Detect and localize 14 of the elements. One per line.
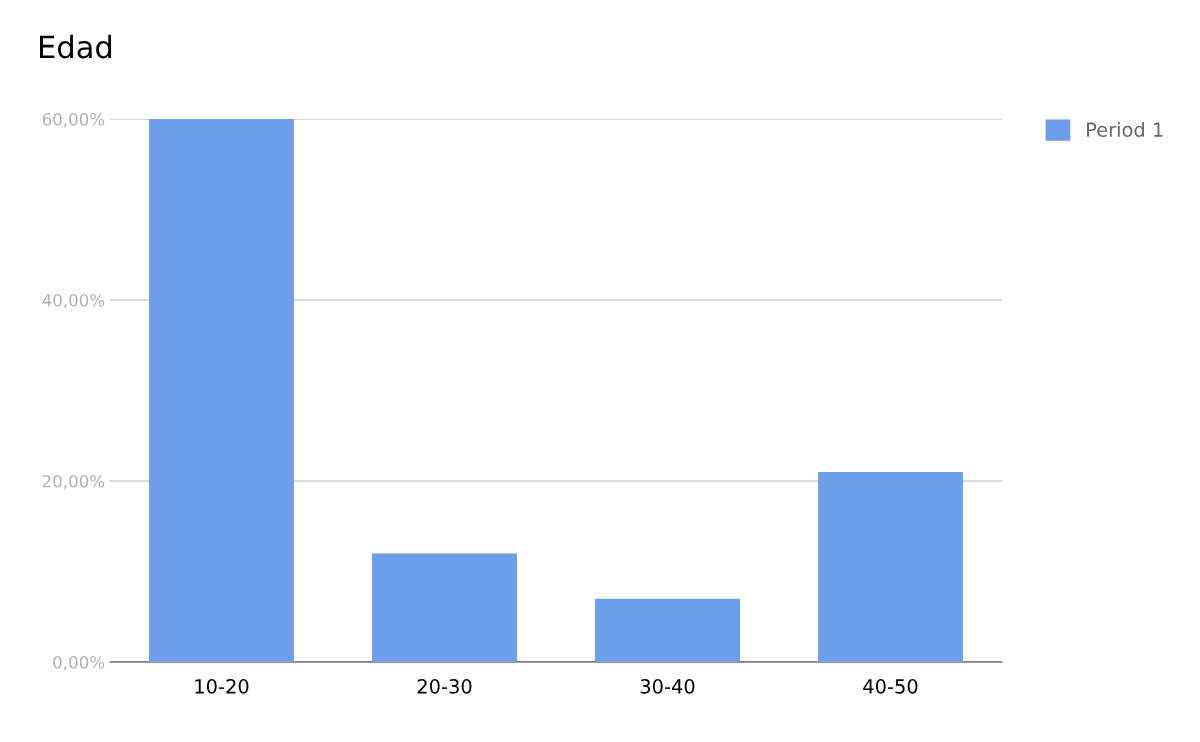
x-tick-label: 30-40 bbox=[640, 679, 695, 694]
legend-label: Period 1 bbox=[1087, 121, 1163, 138]
bar bbox=[595, 598, 740, 662]
y-tick-label: 0,00% bbox=[53, 655, 105, 671]
bar bbox=[149, 119, 294, 662]
y-tick-label: 20,00% bbox=[42, 474, 105, 490]
y-tick-label: 40,00% bbox=[42, 293, 105, 309]
bar bbox=[372, 553, 517, 662]
x-tick-label: 40-50 bbox=[863, 679, 918, 694]
x-tick-label: 10-20 bbox=[195, 679, 249, 694]
chart-title: Edad bbox=[40, 34, 112, 59]
x-tick-label: 20-30 bbox=[417, 679, 472, 694]
bar bbox=[818, 471, 963, 662]
y-tick-label: 60,00% bbox=[42, 112, 105, 128]
